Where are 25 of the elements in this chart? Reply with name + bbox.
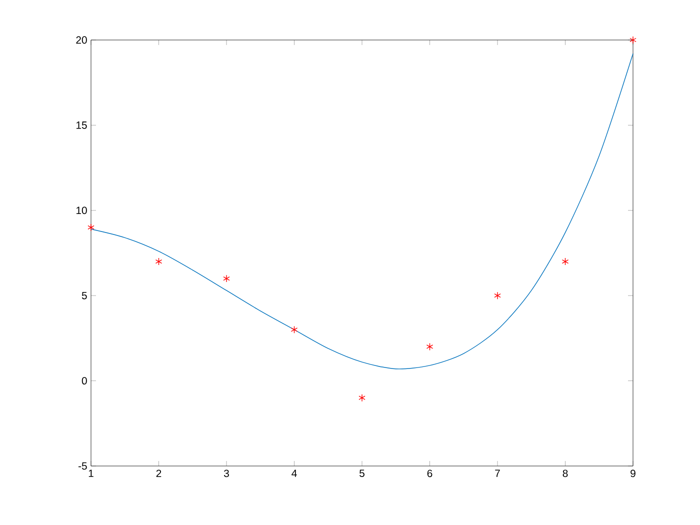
point bbox=[426, 342, 434, 351]
y-tick-label: 5 bbox=[82, 292, 87, 300]
y-tick-label: 15 bbox=[76, 122, 87, 129]
x-tick-label: 8 bbox=[562, 470, 568, 478]
point bbox=[155, 258, 162, 266]
point bbox=[358, 394, 366, 402]
x-tick-label: 6 bbox=[427, 470, 432, 478]
y-tick-label: 0 bbox=[82, 377, 87, 385]
x-tick-label: 9 bbox=[630, 470, 636, 478]
point bbox=[290, 326, 298, 334]
x-tick-label: 5 bbox=[360, 470, 364, 477]
x-tick-label: 4 bbox=[292, 470, 297, 477]
y-tick-label: 10 bbox=[76, 206, 87, 214]
y-tick-label: -5 bbox=[78, 462, 87, 470]
y-tick-label: 20 bbox=[76, 36, 87, 44]
x-tick-label: 7 bbox=[495, 470, 500, 477]
x-tick-label: 1 bbox=[88, 470, 94, 477]
point bbox=[223, 274, 230, 282]
x-tick-label: 2 bbox=[156, 470, 162, 477]
point bbox=[88, 224, 94, 232]
line-series bbox=[90, 53, 634, 370]
x-tick-label: 3 bbox=[224, 470, 229, 478]
point bbox=[630, 36, 636, 44]
point bbox=[494, 292, 501, 300]
point bbox=[562, 258, 569, 266]
